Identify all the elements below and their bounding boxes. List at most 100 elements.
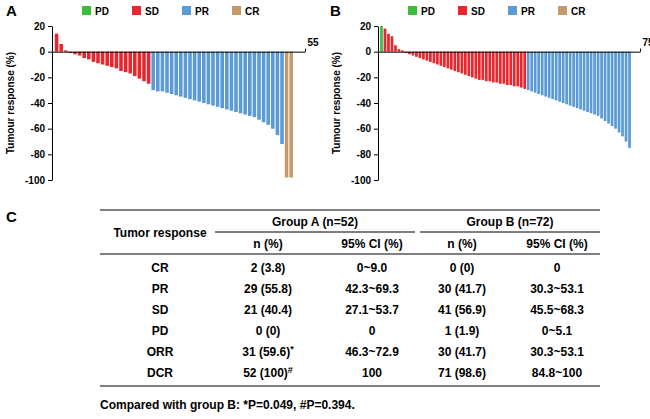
y-tick-label: -80 bbox=[31, 149, 46, 160]
y-tick: 0 bbox=[39, 46, 52, 57]
table-cell: 29 (55.8) bbox=[244, 282, 292, 296]
bar bbox=[583, 52, 586, 111]
table-cell: 0~5.1 bbox=[542, 324, 573, 338]
y-tick-mark bbox=[374, 52, 378, 53]
table-group-rule bbox=[215, 232, 415, 233]
legend-label: SD bbox=[145, 6, 159, 17]
y-axis: -100-80-60-40-20020 bbox=[351, 21, 379, 186]
table-header: Group B (n=72) bbox=[466, 215, 553, 229]
legend-label: PD bbox=[421, 6, 435, 17]
table-cell: 52 (100)# bbox=[243, 365, 293, 380]
x-axis: 75 bbox=[379, 37, 650, 53]
y-tick: -40 bbox=[31, 98, 52, 109]
y-tick-label: 20 bbox=[34, 21, 46, 32]
table-cell: 45.5~68.3 bbox=[530, 303, 584, 317]
table-cell: 46.3~72.9 bbox=[345, 345, 399, 359]
bar bbox=[618, 52, 621, 133]
bar bbox=[55, 34, 59, 52]
bar bbox=[474, 52, 477, 79]
y-tick-mark bbox=[48, 103, 52, 104]
bar bbox=[384, 29, 387, 52]
bar bbox=[593, 52, 596, 115]
y-tick-label: -40 bbox=[31, 98, 46, 109]
bar bbox=[464, 52, 467, 75]
bar bbox=[607, 52, 610, 124]
bar bbox=[426, 52, 429, 61]
bar bbox=[133, 52, 137, 76]
table-cell: 42.3~69.3 bbox=[345, 282, 399, 296]
bar bbox=[253, 52, 257, 117]
chart-panel: A-100-80-60-40-2002055Tumour response (%… bbox=[5, 2, 319, 186]
legend-swatch bbox=[132, 6, 141, 15]
legend-swatch bbox=[558, 6, 567, 15]
y-tick-mark bbox=[48, 52, 52, 53]
bar bbox=[548, 52, 551, 98]
bar bbox=[119, 52, 123, 71]
y-tick-label: -100 bbox=[351, 175, 371, 186]
y-tick-mark bbox=[48, 154, 52, 155]
bar bbox=[197, 52, 201, 102]
bar bbox=[87, 52, 91, 60]
y-tick-mark bbox=[374, 26, 378, 27]
bar bbox=[262, 52, 266, 123]
bar bbox=[156, 52, 160, 92]
bars bbox=[380, 26, 631, 148]
bar bbox=[211, 52, 215, 106]
table-cell: 30.3~53.1 bbox=[530, 282, 584, 296]
bar bbox=[124, 52, 128, 73]
bar bbox=[527, 52, 530, 91]
bar bbox=[586, 52, 589, 112]
y-tick-mark bbox=[374, 103, 378, 104]
bar bbox=[64, 50, 68, 51]
x-tick-label: 75 bbox=[643, 37, 650, 48]
y-tick-mark bbox=[48, 180, 52, 181]
bar bbox=[530, 52, 533, 92]
table-cell: 0~9.0 bbox=[357, 261, 388, 275]
table-row-label: DCR bbox=[147, 366, 173, 380]
table-row-label: PR bbox=[152, 282, 169, 296]
table-cell: 41 (56.9) bbox=[438, 303, 486, 317]
table-cell: 30.3~53.1 bbox=[530, 345, 584, 359]
table-subheader: n (%) bbox=[447, 237, 476, 251]
bar bbox=[161, 52, 165, 92]
bar bbox=[380, 26, 383, 52]
bar bbox=[142, 52, 146, 82]
y-tick-label: -80 bbox=[357, 149, 372, 160]
y-tick-mark bbox=[374, 180, 378, 181]
figure: A-100-80-60-40-2002055Tumour response (%… bbox=[0, 0, 650, 419]
bar bbox=[492, 52, 495, 83]
table: CTumor responseGroup A (n=52)Group B (n=… bbox=[6, 208, 600, 412]
bar bbox=[170, 52, 174, 94]
bar bbox=[495, 52, 498, 83]
bar bbox=[248, 52, 252, 116]
bar bbox=[551, 52, 554, 99]
table-cell: 100 bbox=[362, 366, 382, 380]
y-tick: -20 bbox=[31, 72, 52, 83]
bar bbox=[225, 52, 229, 110]
bar bbox=[128, 52, 132, 74]
y-axis: -100-80-60-40-20020 bbox=[25, 21, 53, 186]
bar bbox=[453, 52, 456, 71]
bar bbox=[625, 52, 628, 142]
bar bbox=[513, 52, 516, 87]
bar bbox=[544, 52, 547, 97]
bar bbox=[579, 52, 582, 110]
table-header: Tumor response bbox=[113, 226, 206, 240]
y-tick: -100 bbox=[351, 175, 378, 186]
bar bbox=[541, 52, 544, 96]
bar bbox=[558, 52, 561, 102]
table-subheader: n (%) bbox=[253, 237, 282, 251]
legend-swatch bbox=[458, 6, 467, 15]
bar bbox=[202, 52, 206, 103]
bar bbox=[165, 52, 169, 93]
bar bbox=[523, 52, 526, 89]
y-tick-label: -40 bbox=[357, 98, 372, 109]
x-tick: 75 bbox=[641, 37, 650, 52]
legend: PDSDPRCR bbox=[82, 6, 260, 17]
bar bbox=[234, 52, 238, 112]
bar bbox=[276, 52, 280, 135]
legend-label: CR bbox=[571, 6, 586, 17]
bar bbox=[394, 45, 397, 51]
bar bbox=[572, 52, 575, 107]
bar bbox=[289, 52, 293, 178]
